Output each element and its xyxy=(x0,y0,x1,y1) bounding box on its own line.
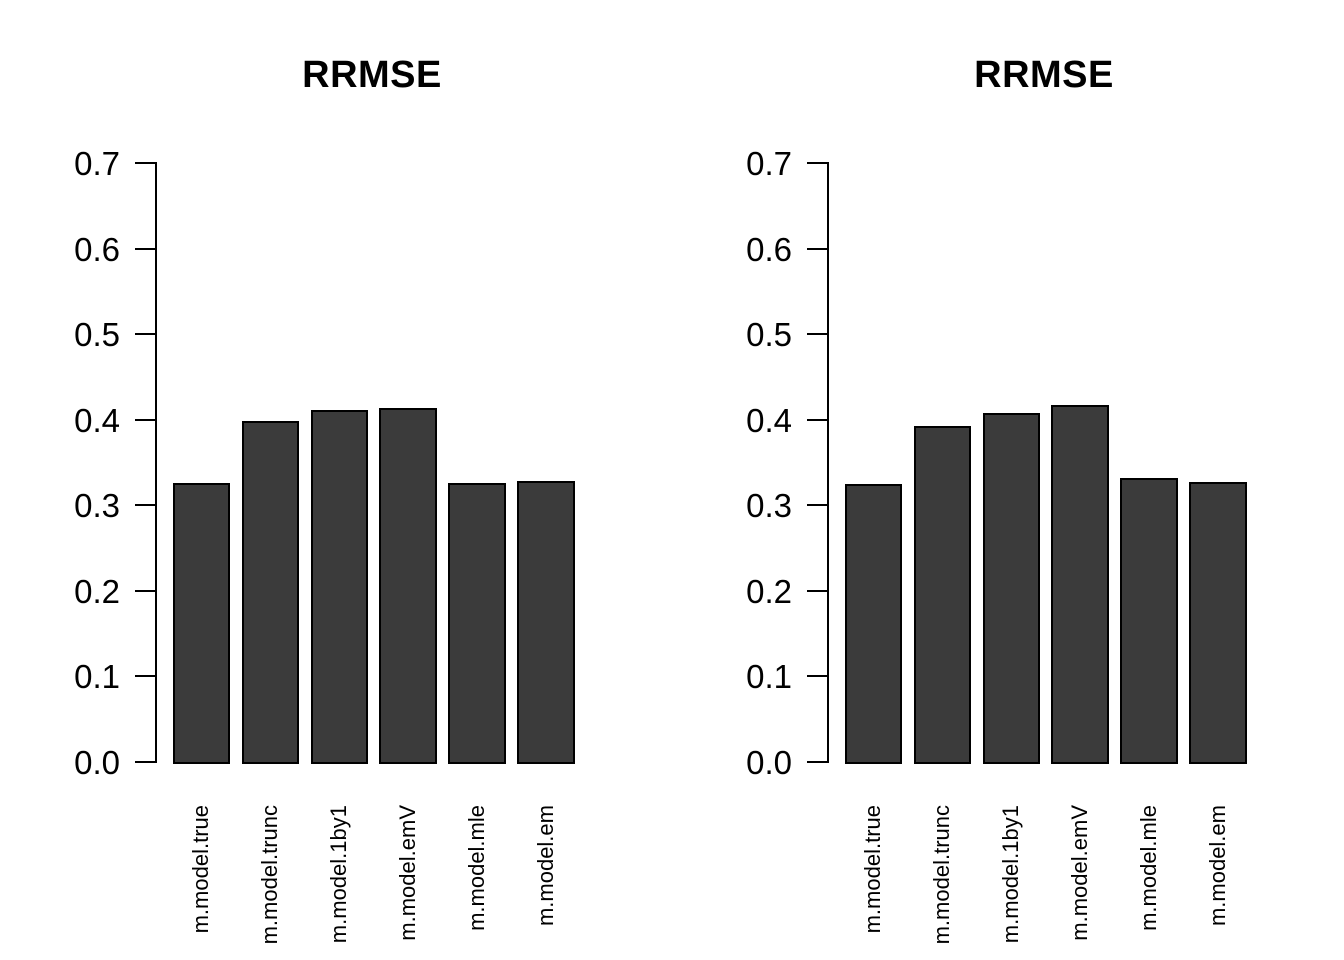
plot-area-left: 0.0 0.1 0.2 0.3 0.4 0.5 0.6 0.7 m.model.true m.mo… xyxy=(74,145,575,945)
x-axis-label-m.model.mle: m.model.mle xyxy=(1136,805,1161,931)
y-axis-tick xyxy=(135,418,155,421)
x-axis-label-m.model.mle: m.model.mle xyxy=(464,805,489,931)
y-axis-tick-label: 0.7 xyxy=(74,145,120,182)
y-axis-tick-label: 0.3 xyxy=(746,487,792,525)
bar-m.model.em xyxy=(1189,482,1247,764)
x-axis-label-m.model.emV: m.model.emV xyxy=(1067,805,1093,941)
bar-m.model.true xyxy=(172,483,231,764)
y-axis-tick xyxy=(807,247,827,250)
y-axis-tick xyxy=(135,333,155,336)
y-axis-tick xyxy=(135,675,155,678)
y-axis-tick-label: 0.5 xyxy=(74,316,120,354)
y-axis-tick-label: 0.0 xyxy=(74,744,120,781)
y-axis-tick xyxy=(807,589,827,592)
y-axis-tick xyxy=(135,761,155,763)
y-axis-tick xyxy=(135,162,155,164)
y-axis-tick xyxy=(807,162,827,164)
y-axis-tick xyxy=(807,761,827,763)
y-axis-tick-label: 0.0 xyxy=(746,744,792,781)
y-axis-tick-label: 0.5 xyxy=(746,316,792,354)
y-axis-tick-label: 0.6 xyxy=(74,230,120,268)
chart-panel-right: RRMSE 0.0 0.1 0.2 0.3 0.4 0.5 0.6 0.7 m.model.tr… xyxy=(672,0,1344,960)
y-axis-line xyxy=(155,162,157,763)
x-axis-label-m.model.em: m.model.em xyxy=(1204,805,1230,927)
x-axis-label-m.model.em: m.model.em xyxy=(532,805,558,927)
y-axis-tick xyxy=(135,589,155,592)
bar-m.model.true xyxy=(844,483,903,764)
bar-m.model.em xyxy=(517,481,575,764)
x-axis-label-m.model.true: m.model.true xyxy=(188,805,214,934)
bar-m.model.emV xyxy=(1051,405,1109,764)
y-axis-tick-label: 0.2 xyxy=(74,572,120,610)
y-axis-tick xyxy=(807,333,827,336)
y-axis-tick-label: 0.1 xyxy=(74,658,120,696)
bar-m.model.1by1 xyxy=(310,410,368,764)
bar-m.model.mle xyxy=(448,483,506,764)
y-axis-tick-label: 0.1 xyxy=(746,658,792,696)
y-axis-tick xyxy=(135,504,155,507)
y-axis-tick-label: 0.4 xyxy=(74,401,120,439)
bar-m.model.1by1 xyxy=(982,412,1040,764)
y-axis-tick xyxy=(807,418,827,421)
y-axis-tick xyxy=(807,675,827,678)
x-axis-label-m.model.emV: m.model.emV xyxy=(395,805,421,941)
bar-m.model.trunc xyxy=(241,420,299,764)
y-axis-tick xyxy=(807,504,827,507)
bar-m.model.emV xyxy=(379,407,437,764)
y-axis-tick xyxy=(135,247,155,250)
y-axis-tick-label: 0.4 xyxy=(746,401,792,439)
x-axis-label-m.model.trunc: m.model.trunc xyxy=(257,805,283,945)
bar-m.model.trunc xyxy=(913,425,971,764)
plot-area-right: 0.0 0.1 0.2 0.3 0.4 0.5 0.6 0.7 m.model.true m.mo… xyxy=(672,0,1344,960)
x-axis-label-m.model.1by1: m.model.1by1 xyxy=(326,805,352,944)
x-axis-label-m.model.trunc: m.model.trunc xyxy=(929,805,955,945)
chart-panel-left: RRMSE 0.0 0.1 0.2 0.3 0.4 0.5 0.6 0.7 m.model.tr… xyxy=(74,54,575,945)
y-axis-tick-label: 0.3 xyxy=(74,487,120,525)
chart-title-left: RRMSE xyxy=(302,54,442,96)
y-axis-tick-label: 0.2 xyxy=(746,572,792,610)
bar-m.model.mle xyxy=(1120,477,1178,764)
y-axis-line xyxy=(827,162,829,763)
x-axis-label-m.model.true: m.model.true xyxy=(860,805,886,934)
y-axis-tick-label: 0.6 xyxy=(746,230,792,268)
y-axis-tick-label: 0.7 xyxy=(746,145,792,182)
chart-title-right: RRMSE xyxy=(974,54,1114,96)
x-axis-label-m.model.1by1: m.model.1by1 xyxy=(998,805,1024,944)
